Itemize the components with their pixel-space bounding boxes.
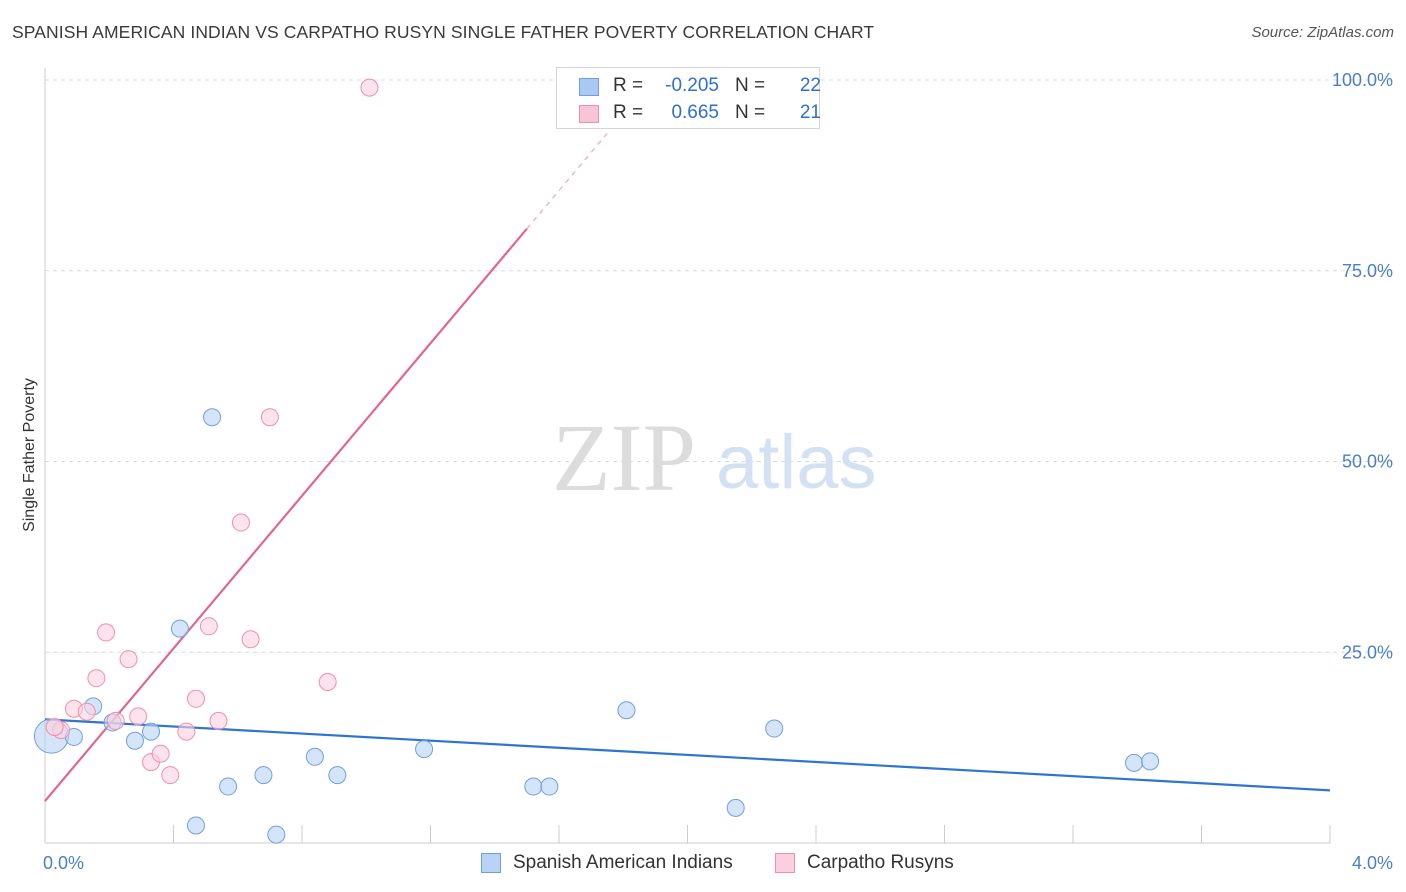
watermark-zip: ZIP (552, 404, 696, 511)
x-tick-label: 0.0% (43, 853, 84, 873)
point-carpatho (151, 744, 170, 763)
point-spanish (328, 766, 347, 785)
legend-r-value: 0.665 (671, 102, 719, 123)
point-carpatho (45, 718, 64, 737)
point-carpatho (360, 78, 379, 97)
source-label: Source: ZipAtlas.com (1251, 24, 1394, 41)
chart-title: SPANISH AMERICAN INDIAN VS CARPATHO RUSY… (12, 22, 875, 42)
watermark-atlas: atlas (716, 420, 877, 505)
point-carpatho (161, 766, 180, 785)
legend-r-label: R = (613, 102, 644, 123)
axes (44, 68, 1331, 844)
legend-n-value: 21 (799, 102, 821, 123)
tick-labels: 25.0% 50.0% 75.0% 100.0% 0.0% 4.0% (43, 70, 1393, 873)
point-spanish (524, 777, 543, 796)
legend-n-label: N = (735, 102, 766, 123)
legend-label-carpatho: Carpatho Rusyns (807, 852, 954, 873)
point-carpatho (129, 707, 148, 726)
gridlines (45, 79, 1392, 653)
point-spanish (1141, 752, 1160, 771)
point-spanish (170, 619, 189, 638)
trendline-carpatho-extension (526, 133, 608, 230)
legend-swatch-carpatho (775, 853, 795, 873)
point-spanish (254, 766, 273, 785)
point-carpatho (186, 689, 205, 708)
legend-r-label: R = (613, 75, 644, 96)
points (33, 78, 1160, 844)
legend-swatch-spanish (481, 853, 501, 873)
point-spanish (305, 747, 324, 766)
legend-swatch-carpatho (579, 105, 599, 123)
legend-n-label: N = (735, 75, 766, 96)
correlation-legend: R = -0.205 N = 22 R = 0.665 N = 21 (556, 67, 821, 129)
point-carpatho (241, 630, 260, 649)
legend-r-value: -0.205 (665, 75, 719, 96)
point-carpatho (209, 711, 228, 730)
point-carpatho (97, 623, 116, 642)
point-spanish (267, 825, 286, 844)
legend-swatch-spanish (579, 78, 599, 96)
legend-n-value: 22 (799, 75, 821, 96)
y-tick-label: 100.0% (1332, 70, 1393, 90)
point-carpatho (231, 513, 250, 532)
point-spanish (125, 731, 144, 750)
point-spanish (219, 777, 238, 796)
trendlines (44, 133, 1331, 802)
point-carpatho (119, 650, 138, 669)
point-spanish (203, 408, 222, 427)
point-spanish (142, 722, 161, 741)
y-tick-label: 75.0% (1342, 261, 1393, 281)
y-tick-label: 50.0% (1342, 452, 1393, 472)
point-spanish (540, 777, 559, 796)
legend-label-spanish: Spanish American Indians (513, 852, 733, 873)
y-axis-label: Single Father Poverty (21, 378, 38, 532)
point-carpatho (199, 617, 218, 636)
trendline-carpatho (44, 228, 528, 802)
watermark: ZIP atlas (552, 404, 877, 511)
point-spanish (186, 816, 205, 835)
point-spanish (726, 798, 745, 817)
point-spanish (1125, 753, 1144, 772)
point-carpatho (177, 722, 196, 741)
point-carpatho (106, 711, 125, 730)
point-spanish (415, 740, 434, 759)
point-carpatho (87, 669, 106, 688)
point-spanish (617, 701, 636, 720)
trendline-spanish (44, 718, 1331, 792)
point-carpatho (260, 408, 279, 427)
point-carpatho (318, 673, 337, 692)
y-tick-label: 25.0% (1342, 642, 1393, 662)
point-spanish (765, 719, 784, 738)
x-tick-label: 4.0% (1352, 853, 1393, 873)
point-carpatho (77, 702, 96, 721)
